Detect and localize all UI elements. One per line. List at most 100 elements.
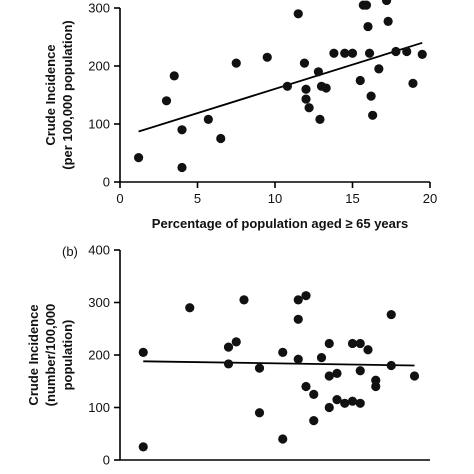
x-tick-label: 15 [345,191,359,206]
panel-a-data-points [134,0,427,173]
panel-b-y-ticks: 0 100 200 300 400 [88,243,120,468]
y-tick-label: 200 [88,348,110,363]
panel-a-y-axis-title: Crude Incidence (per 100,000 population) [43,20,75,170]
data-point [169,71,179,81]
y-axis-title-line: population) [60,320,75,391]
data-point [231,58,241,68]
data-point [138,347,148,357]
y-tick-label: 100 [88,400,110,415]
data-point [355,398,365,408]
data-point [216,133,226,144]
data-point [417,49,427,60]
data-point [408,78,418,88]
data-point [301,84,311,94]
data-point [363,345,373,355]
data-point [223,359,234,369]
data-point [391,46,401,57]
data-point [368,110,378,120]
data-point [254,408,265,418]
data-point [185,303,195,313]
panel-a-trend-line [138,41,423,133]
y-axis-title-line: (per 100,000 population) [60,20,75,170]
x-tick-label: 0 [116,191,123,206]
y-tick-label: 200 [88,59,110,74]
data-point [329,48,339,58]
data-point [347,338,358,349]
data-point [366,91,376,101]
y-tick-label: 0 [103,453,110,468]
data-point [293,314,303,324]
data-point [364,48,375,58]
y-axis-title-line: Crude Incidence [43,44,58,145]
chart-panel-a: Crude Incidence (per 100,000 population) … [43,0,437,231]
data-point [347,48,358,58]
data-point [304,103,314,113]
data-point [254,363,265,373]
data-point [355,75,365,86]
data-point [361,0,372,10]
data-point [278,434,288,444]
data-point [332,395,342,405]
data-point [324,371,334,381]
y-tick-label: 0 [103,175,110,190]
data-point [278,347,288,357]
data-point [321,83,331,93]
chart-panel-b: (b) Crude Incidence (number/100,000 popula… [26,243,430,468]
data-point [316,353,327,363]
data-point [383,16,393,26]
x-tick-label: 10 [268,191,282,206]
panel-b-label: (b) [62,244,78,259]
panel-b-y-axis-title: Crude Incidence (number/100,000 population… [26,304,75,407]
data-point [231,337,241,347]
data-point [340,48,350,58]
data-point [301,381,311,392]
data-point [138,442,148,452]
data-point [293,295,303,305]
data-point [324,402,334,413]
panel-b-trend-line [143,360,415,367]
panel-a-y-ticks: 0 100 200 300 [88,1,120,190]
data-point [347,396,358,406]
data-point [203,114,213,124]
y-tick-label: 300 [88,295,110,310]
y-tick-label: 300 [88,1,110,16]
data-point [301,94,311,104]
data-point [309,416,319,426]
data-point [371,381,381,392]
data-point [134,153,144,163]
y-tick-label: 400 [88,243,110,258]
data-point [315,114,325,124]
panel-b-axes [119,250,430,461]
data-point [324,338,334,349]
data-point [340,398,350,408]
panel-a-x-ticks: 0 5 10 15 20 [116,182,437,206]
panel-a-x-axis-title: Percentage of population aged ≥ 65 years [152,216,408,231]
y-axis-title-line: Crude Incidence [26,304,41,405]
data-point [386,360,396,371]
data-point [223,342,234,352]
data-point [355,338,365,349]
data-point [313,67,323,77]
data-point [299,58,310,68]
data-point [293,9,303,19]
data-point [374,64,384,74]
data-point [371,375,381,385]
data-point [177,125,187,135]
data-point [363,21,373,32]
data-point [282,81,292,91]
panel-b-data-points [138,291,420,452]
data-point [239,295,249,305]
x-tick-label: 5 [194,191,201,206]
panel-a-axes [119,8,430,183]
data-point [177,162,187,173]
y-tick-label: 100 [88,117,110,132]
data-point [386,309,396,320]
data-point [309,389,319,399]
y-axis-title-line: (number/100,000 [43,304,58,407]
data-point [332,368,342,378]
data-point [409,371,420,381]
data-point [382,0,392,6]
data-point [402,46,412,57]
data-point [355,366,365,376]
data-point [293,354,303,364]
